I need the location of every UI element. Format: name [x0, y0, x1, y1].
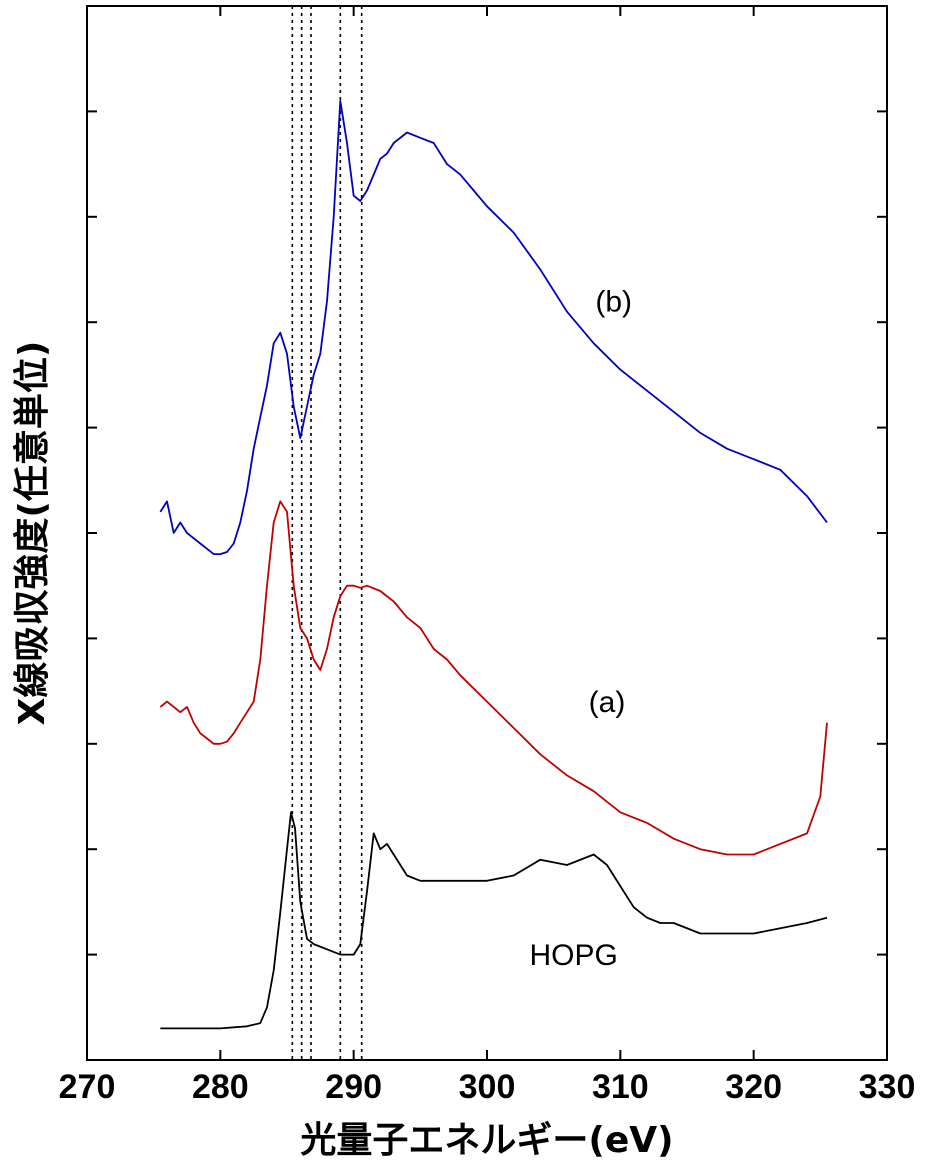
annotations-layer: (b) (a) HOPG [529, 286, 632, 972]
x-tick-label: 270 [59, 1068, 116, 1106]
series-line-1 [159, 100, 828, 555]
x-tick-label: 300 [459, 1068, 516, 1106]
y-axis-title: X線吸収強度(任意単位) [12, 341, 53, 726]
x-tick-label: 320 [725, 1068, 782, 1106]
x-tick-label: 310 [592, 1068, 649, 1106]
series-line-2 [159, 500, 828, 856]
ticks-layer: 270 280 290 300 310 320 330 [59, 6, 916, 1106]
series-line-3 [160, 811, 828, 1030]
x-axis-title: 光量子エネルギー(eV) [300, 1120, 673, 1161]
annotation-label: HOPG [529, 939, 617, 972]
annotation-label: (b) [595, 286, 632, 319]
annotation-label: (a) [589, 686, 626, 719]
x-tick-label: 290 [325, 1068, 382, 1106]
reference-lines [291, 6, 363, 1060]
x-tick-label: 280 [192, 1068, 249, 1106]
x-tick-label: 330 [859, 1068, 916, 1106]
series-layer [159, 100, 828, 1030]
plot-area-frame [86, 5, 888, 1061]
